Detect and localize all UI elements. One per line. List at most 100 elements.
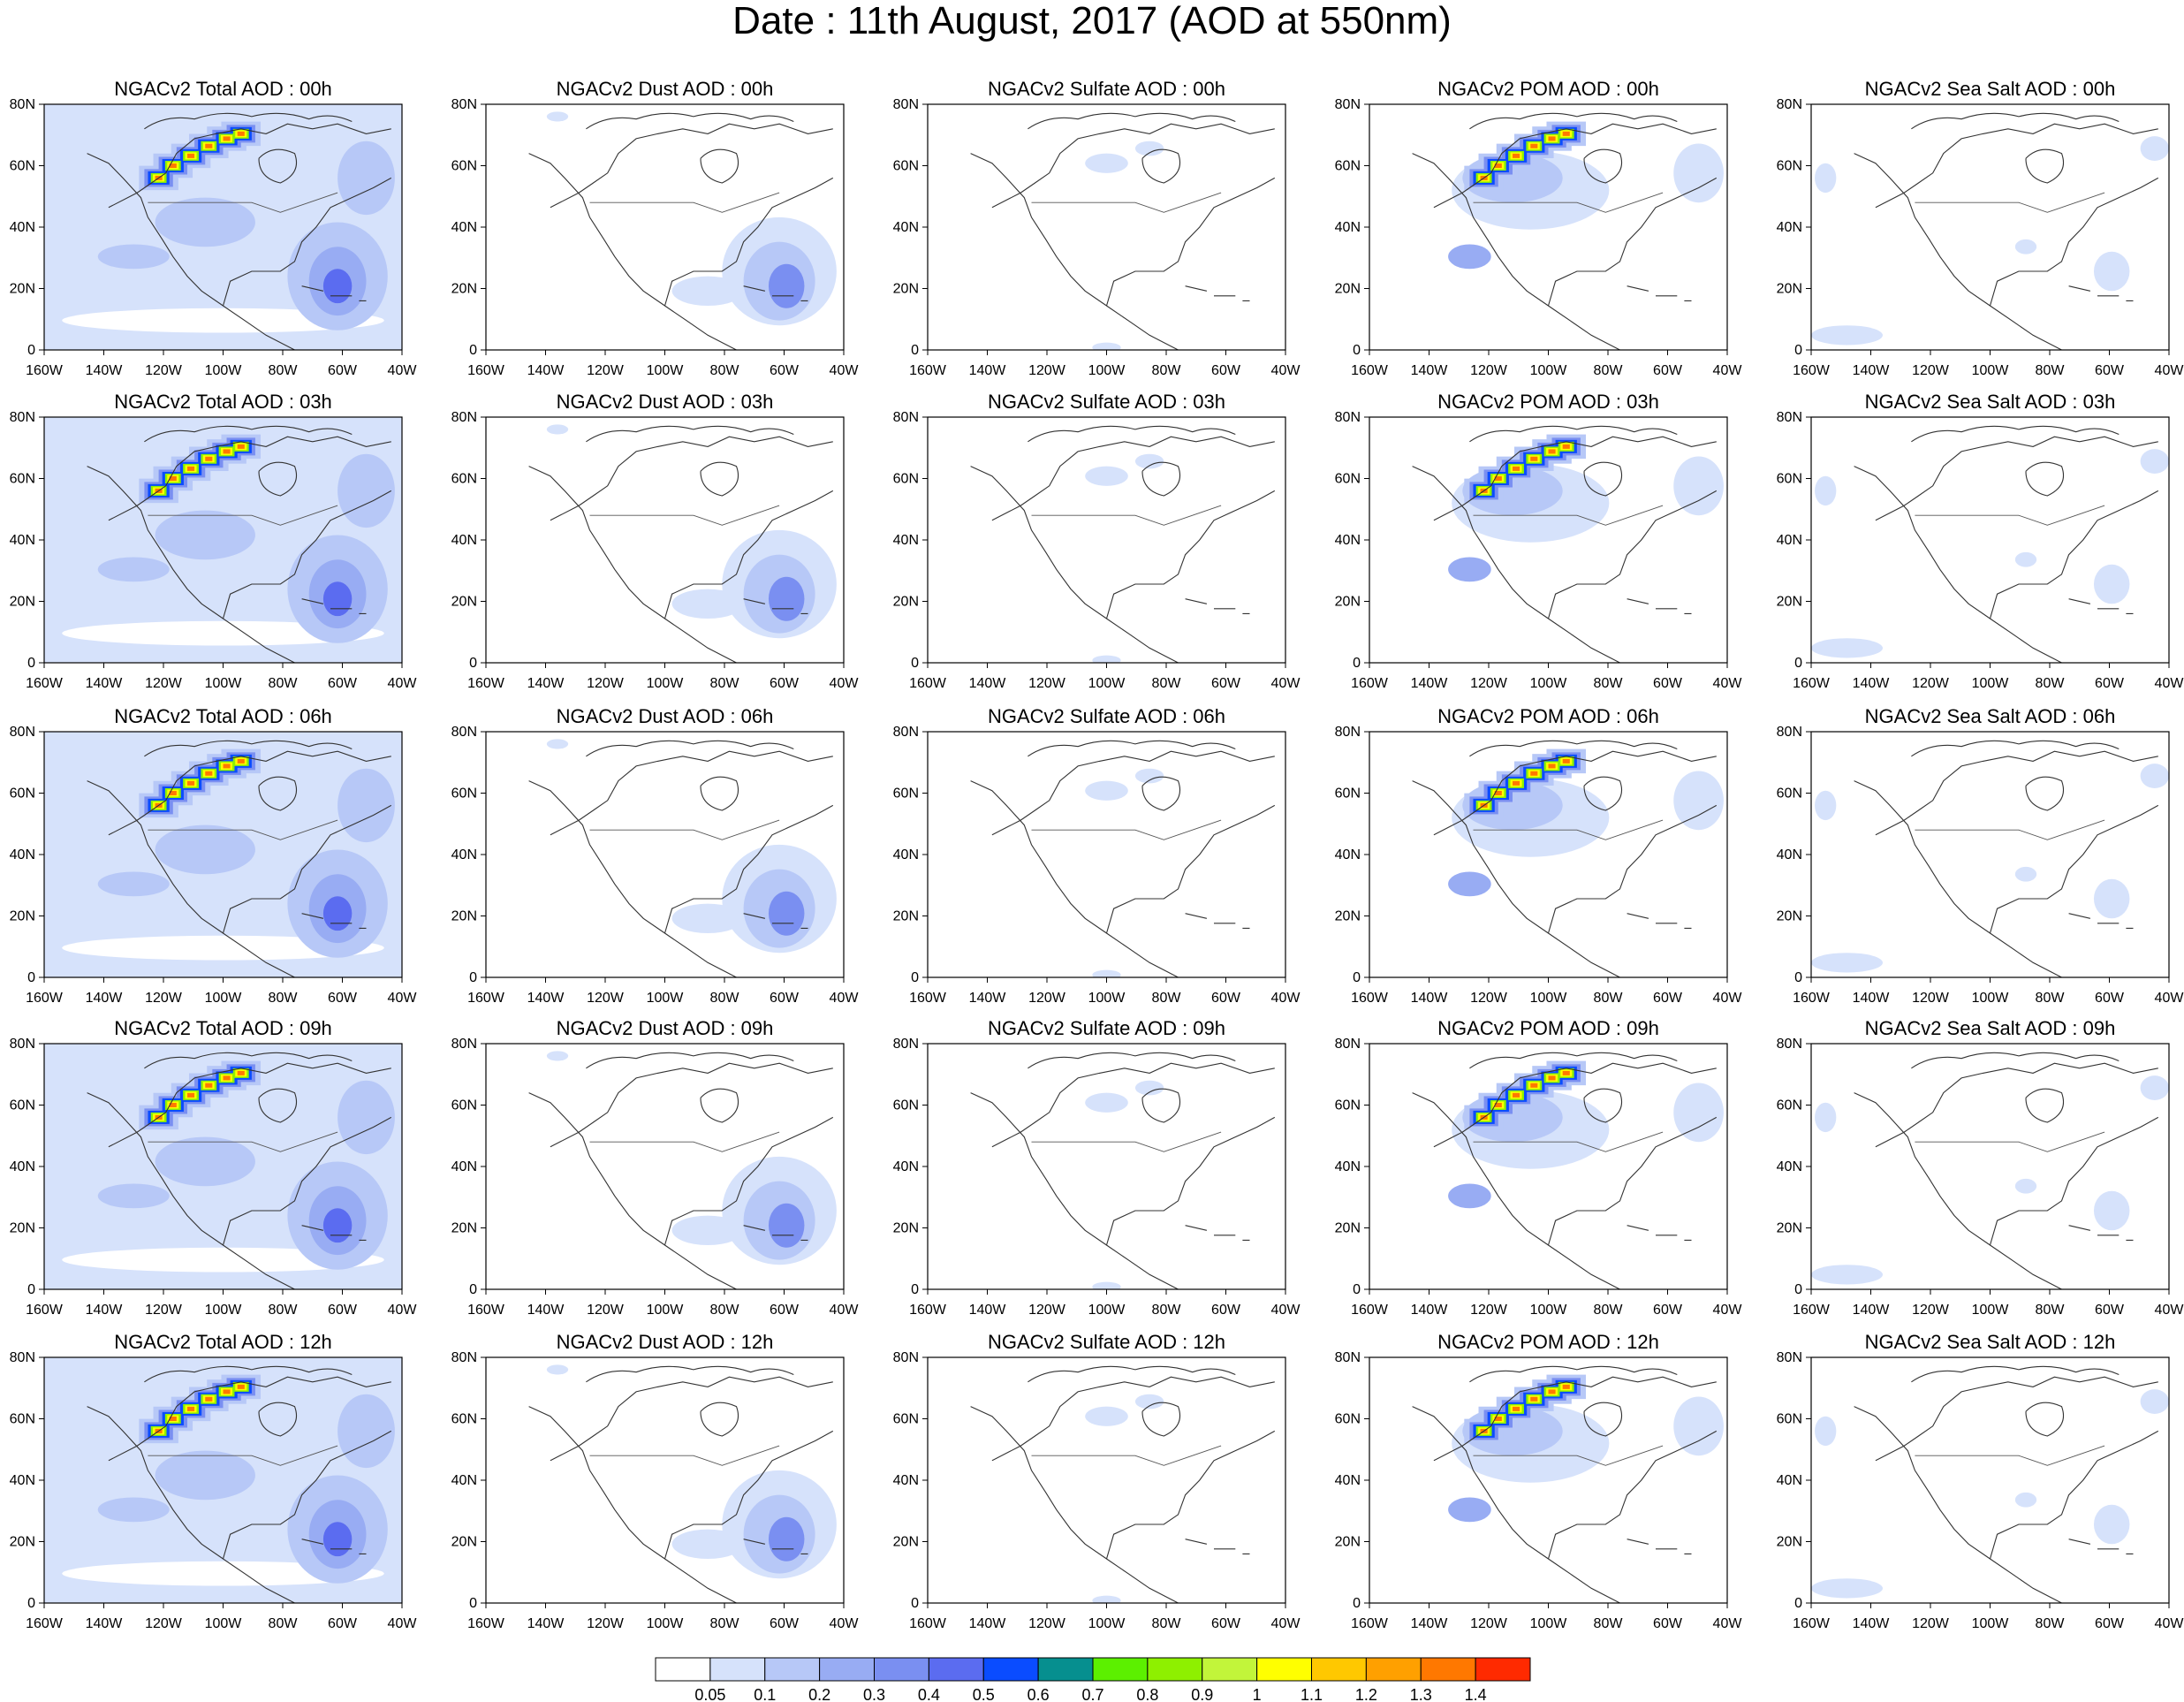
smoke-plume-cell — [1530, 771, 1538, 776]
aod-field — [44, 104, 402, 350]
pom-patch — [1448, 244, 1491, 270]
lat-tick-label: 40N — [1335, 847, 1361, 862]
sulfate-patch — [1085, 780, 1128, 801]
lon-tick-label: 80W — [269, 1303, 299, 1318]
colorbar-swatch — [655, 1657, 711, 1682]
lat-tick-label: 20N — [1777, 909, 1802, 924]
pom-patch — [1448, 1497, 1491, 1523]
dust-patch — [546, 111, 569, 122]
seasalt-patch — [1811, 1265, 1883, 1285]
lon-tick-label: 120W — [1470, 1616, 1508, 1631]
dust-patch — [546, 424, 569, 435]
lat-tick-label: 40N — [893, 1159, 919, 1174]
seasalt-patch — [2093, 878, 2130, 919]
lat-tick-label: 80N — [10, 1037, 35, 1052]
lon-tick-label: 120W — [1028, 991, 1066, 1006]
aod-field — [1369, 1357, 1727, 1603]
panel-title: NGACv2 POM AOD : 09h — [1437, 1017, 1659, 1039]
coastline — [87, 153, 295, 350]
lat-tick-label: 80N — [10, 1350, 35, 1365]
lon-tick-label: 160W — [26, 991, 64, 1006]
coastline — [1028, 1052, 1236, 1069]
coastline — [2068, 598, 2134, 614]
panel-background — [928, 417, 1285, 663]
lon-tick-label: 140W — [969, 1616, 1007, 1631]
seasalt-patch — [1811, 953, 1883, 973]
sulfate-patch — [1134, 768, 1164, 784]
sulfate-patch — [1134, 141, 1164, 156]
smoke-plume-cell — [1562, 758, 1570, 764]
colorbar-label: 0.9 — [1191, 1686, 1213, 1702]
lon-tick-label: 80W — [1152, 363, 1182, 378]
lat-tick-label: 60N — [893, 472, 919, 487]
colorbar-swatch — [1147, 1657, 1203, 1682]
panel-title: NGACv2 Sulfate AOD : 12h — [988, 1331, 1225, 1353]
map-panel-2-0: NGACv2 Total AOD : 06h 0 20N 40N 60N 80N 160W 1… — [10, 705, 418, 1006]
country-border — [1473, 819, 1664, 840]
lat-tick-label: 20N — [893, 909, 919, 924]
lon-tick-label: 100W — [205, 991, 243, 1006]
country-border — [1031, 505, 1222, 526]
lon-tick-label: 60W — [2095, 1616, 2125, 1631]
coastline — [258, 1088, 298, 1123]
lat-tick-label: 0 — [1353, 1596, 1361, 1611]
map-panel-4-1: NGACv2 Dust AOD : 12h 0 20N 40N 60N 80N 160W 14… — [451, 1331, 860, 1631]
panel-background — [1811, 1044, 2169, 1289]
coastline — [1141, 461, 1181, 497]
lon-tick-label: 80W — [269, 676, 299, 691]
lat-tick-label: 0 — [27, 1596, 35, 1611]
lat-tick-label: 40N — [1777, 847, 1802, 862]
coastline — [991, 750, 1275, 836]
coastline — [1105, 490, 1276, 619]
coastline — [1911, 1365, 2120, 1383]
seasalt-patch — [1815, 1102, 1837, 1133]
colorbar-swatch — [819, 1657, 875, 1682]
colorbar-label: 0.5 — [973, 1686, 995, 1702]
coastline — [144, 740, 353, 757]
lon-tick-label: 60W — [328, 676, 358, 691]
coastline — [1911, 740, 2120, 757]
coastline — [1547, 490, 1718, 619]
lat-tick-label: 60N — [1335, 1412, 1361, 1427]
map-panel-3-2: NGACv2 Sulfate AOD : 09h 0 20N 40N 60N 80N 160… — [893, 1017, 1301, 1318]
lat-tick-label: 40N — [1777, 1159, 1802, 1174]
coastline — [970, 780, 1179, 977]
coastline — [1028, 740, 1236, 757]
smoke-plume-cell — [169, 163, 177, 169]
panel-title: NGACv2 Sea Salt AOD : 03h — [1865, 391, 2116, 413]
colorbar-swatch — [1311, 1657, 1367, 1682]
coastline — [1412, 1406, 1620, 1603]
lon-tick-label: 100W — [1972, 991, 2010, 1006]
map-panel-2-3: NGACv2 POM AOD : 06h 0 20N 40N 60N 80N 160W 140… — [1335, 705, 1743, 1006]
colorbar-swatch — [1420, 1657, 1476, 1682]
seasalt-patch — [2140, 1389, 2169, 1414]
colorbar-label: 0.3 — [863, 1686, 885, 1702]
aod-patch — [337, 768, 395, 843]
coastline — [586, 1052, 794, 1069]
dust-core — [768, 263, 805, 308]
coastline — [144, 112, 353, 130]
map-panel-0-0: NGACv2 Total AOD : 00h 0 20N 40N 60N 80N 160W 1… — [10, 78, 418, 378]
lat-tick-label: 20N — [1777, 1221, 1802, 1236]
country-border — [1915, 819, 2105, 840]
coastline — [1433, 750, 1717, 836]
coastline — [1875, 436, 2158, 521]
coastline — [1989, 177, 2159, 307]
coastline — [144, 425, 353, 443]
lat-tick-label: 0 — [911, 343, 919, 358]
panel-title: NGACv2 Sulfate AOD : 09h — [988, 1017, 1225, 1039]
lat-tick-label: 0 — [27, 343, 35, 358]
smoke-plume-cell — [1548, 136, 1556, 141]
lat-tick-label: 0 — [27, 970, 35, 985]
aod-field — [1811, 1044, 2169, 1289]
lat-tick-label: 20N — [1335, 595, 1361, 610]
coastline — [1412, 1092, 1620, 1289]
lat-tick-label: 80N — [10, 725, 35, 740]
coastline — [700, 1088, 739, 1123]
lon-tick-label: 120W — [1028, 1616, 1066, 1631]
dust-core — [322, 1208, 353, 1243]
lon-tick-label: 40W — [388, 991, 418, 1006]
lat-tick-label: 40N — [893, 533, 919, 548]
coastline — [700, 1402, 739, 1437]
lat-tick-label: 80N — [451, 410, 477, 425]
